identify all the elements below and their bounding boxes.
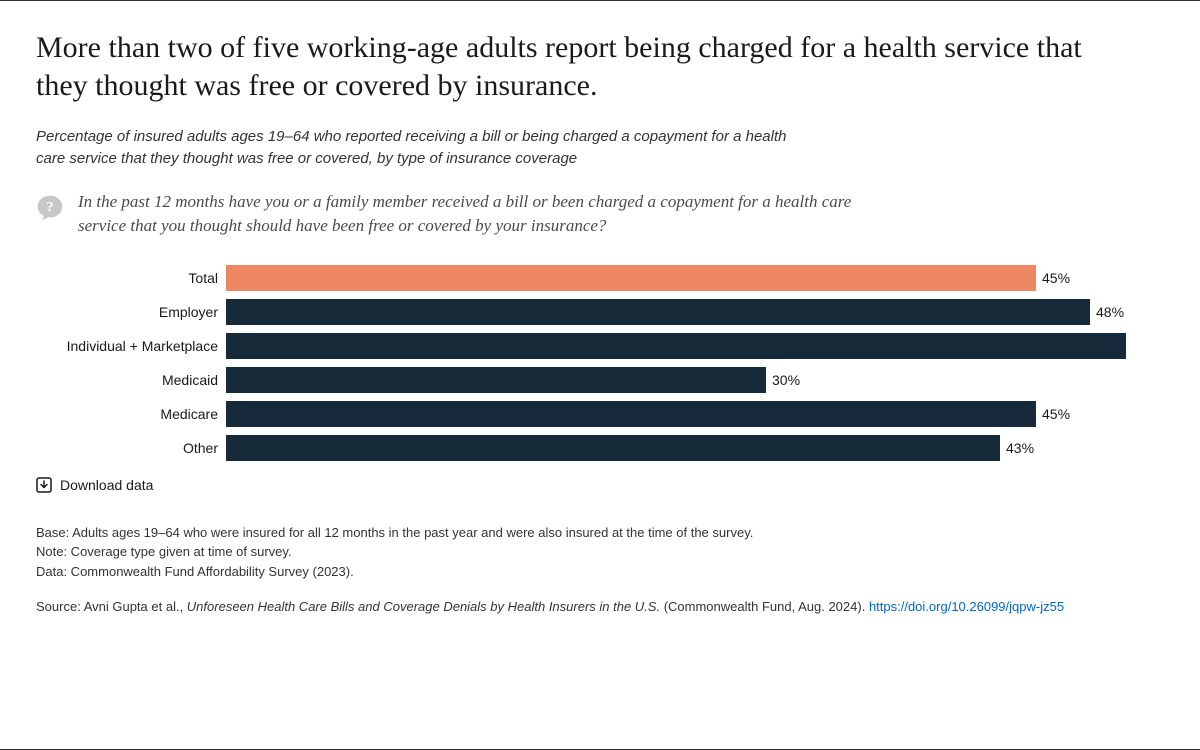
source-link[interactable]: https://doi.org/10.26099/jqpw-jz55: [869, 599, 1064, 614]
bar-value: 45%: [1042, 401, 1070, 427]
bar-label: Medicare: [36, 406, 226, 422]
bar-track: 45%: [226, 401, 1126, 427]
chart-source: Source: Avni Gupta et al., Unforeseen He…: [36, 597, 1164, 617]
source-prefix: Source: Avni Gupta et al.,: [36, 599, 187, 614]
source-suffix: (Commonwealth Fund, Aug. 2024).: [660, 599, 869, 614]
chart-notes: Base: Adults ages 19–64 who were insured…: [36, 523, 1164, 582]
bar-track: 48%: [226, 299, 1126, 325]
chart-title: More than two of five working-age adults…: [36, 29, 1086, 104]
bar-row: Individual + Marketplace50%: [36, 331, 1164, 361]
survey-question-row: ? In the past 12 months have you or a fa…: [36, 190, 1164, 239]
bar-chart: Total 45% Employer 48% Individual + Marketpl…: [36, 263, 1164, 463]
note-base: Base: Adults ages 19–64 who were insured…: [36, 523, 1164, 543]
bar-fill: [226, 299, 1090, 325]
bar-fill: [226, 367, 766, 393]
bar-fill: [226, 265, 1036, 291]
bar-row: Medicaid 30%: [36, 365, 1164, 395]
bar-row: Total 45%: [36, 263, 1164, 293]
bar-track: 30%: [226, 367, 1126, 393]
bar-label: Employer: [36, 304, 226, 320]
bar-fill: [226, 333, 1126, 359]
bar-value: 45%: [1042, 265, 1070, 291]
bar-fill: [226, 435, 1000, 461]
bar-row: Other 43%: [36, 433, 1164, 463]
bar-value: 30%: [772, 367, 800, 393]
bar-track: 50%: [226, 333, 1126, 359]
bar-fill: [226, 401, 1036, 427]
bar-label: Individual + Marketplace: [36, 338, 226, 354]
note-data: Data: Commonwealth Fund Affordability Su…: [36, 562, 1164, 582]
bar-row: Medicare 45%: [36, 399, 1164, 429]
bar-label: Medicaid: [36, 372, 226, 388]
bar-label: Other: [36, 440, 226, 456]
download-label: Download data: [60, 477, 153, 493]
bar-track: 43%: [226, 435, 1126, 461]
chart-subtitle: Percentage of insured adults ages 19–64 …: [36, 126, 796, 170]
svg-text:?: ?: [46, 199, 53, 215]
note-coverage: Note: Coverage type given at time of sur…: [36, 542, 1164, 562]
download-icon: [36, 477, 52, 493]
chart-card: More than two of five working-age adults…: [0, 0, 1200, 750]
bar-value: 48%: [1096, 299, 1124, 325]
bar-track: 45%: [226, 265, 1126, 291]
bar-label: Total: [36, 270, 226, 286]
survey-question-text: In the past 12 months have you or a fami…: [78, 190, 898, 239]
question-bubble-icon: ?: [36, 194, 64, 222]
bar-value: 43%: [1006, 435, 1034, 461]
bar-row: Employer 48%: [36, 297, 1164, 327]
download-data-button[interactable]: Download data: [36, 477, 1164, 493]
source-title: Unforeseen Health Care Bills and Coverag…: [187, 599, 660, 614]
